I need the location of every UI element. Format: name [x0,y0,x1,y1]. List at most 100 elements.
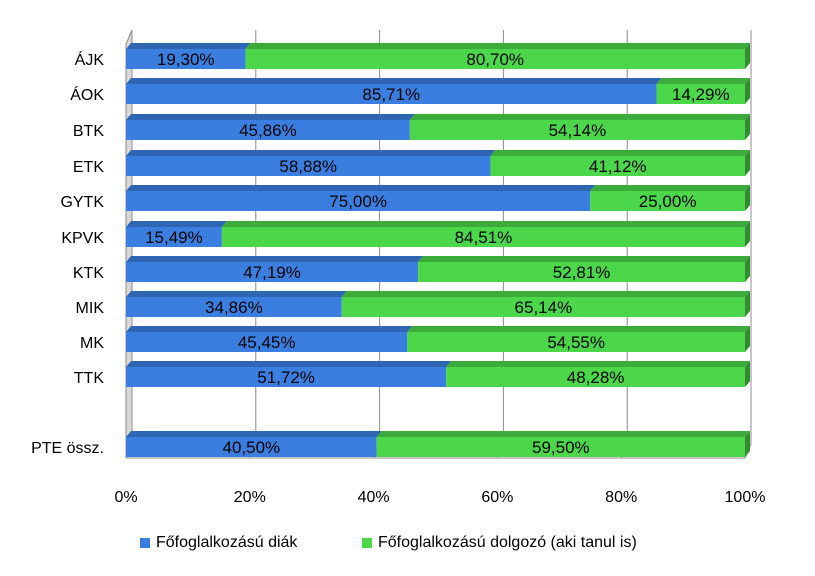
x-tick-label: 20% [234,489,266,506]
bar-top-face [446,361,750,367]
bar-top-face [126,291,347,297]
bar-segment [126,262,419,282]
bar-segment [126,367,447,387]
bar-segment [409,120,745,140]
bar-segment [126,437,377,457]
bar-top-face [341,291,750,297]
bar-end-face [745,114,750,140]
bar-segment [376,437,745,457]
data-label: 54,55% [547,333,605,352]
bar-top-face [126,43,251,49]
x-tick-label: 100% [725,489,766,506]
data-label: 80,70% [466,50,524,69]
bar-top-face [221,221,750,227]
x-tick-label: 80% [605,489,637,506]
bar-top-face [418,256,750,262]
bar-segment [126,297,342,317]
category-label: ETK [73,159,104,176]
data-label: 47,19% [243,263,301,282]
bar-end-face [745,291,750,317]
bar-top-face [126,326,413,332]
bar-segment [126,227,222,247]
bar-segment [126,156,491,176]
bar-end-face [745,78,750,104]
category-label: MIK [76,300,105,317]
category-label: ÁJK [75,50,105,69]
data-label: 34,86% [205,298,263,317]
bar-end-face [745,185,750,211]
data-label: 15,49% [145,228,203,247]
data-label: 52,81% [553,263,611,282]
bar-top-face [656,78,750,84]
bar-segment [341,297,745,317]
data-label: 45,86% [239,121,297,140]
bar-top-face [126,431,382,437]
bar-top-face [126,150,496,156]
legend-swatch-dolgozo [362,538,372,548]
data-label: 48,28% [567,368,625,387]
category-label: KPVK [61,230,104,247]
bar-top-face [126,78,662,84]
x-tick-label: 60% [481,489,513,506]
bar-segment [446,367,745,387]
category-label: PTE össz. [31,440,104,457]
bar-segment [590,191,745,211]
data-label: 58,88% [279,157,337,176]
bar-end-face [745,221,750,247]
category-label: ÁOK [70,85,104,104]
bar-top-face [245,43,751,49]
bar-segment [221,227,745,247]
legend-label-dolgozo: Főfoglalkozású dolgozó (aki tanul is) [378,534,637,551]
legend: Főfoglalkozású diák Főfoglalkozású dolgo… [0,534,815,558]
bar-top-face [407,326,750,332]
bar-segment [126,332,408,352]
data-label: 65,14% [515,298,573,317]
bar-end-face [745,43,750,69]
data-label: 59,50% [532,438,590,457]
bar-end-face [745,150,750,176]
legend-item-dolgozo: Főfoglalkozású dolgozó (aki tanul is) [362,534,637,552]
bar-top-face [126,256,424,262]
category-label: TTK [74,370,105,387]
data-label: 51,72% [257,368,315,387]
category-label: GYTK [60,194,104,211]
data-label: 84,51% [455,228,513,247]
legend-label-diak: Főfoglalkozású diák [156,534,298,551]
bar-segment [126,84,657,104]
x-tick-label: 0% [114,489,137,506]
data-label: 41,12% [589,157,647,176]
bar-segment [126,49,246,69]
bar-segment [490,156,745,176]
bar-top-face [126,114,415,120]
bar-top-face [126,221,227,227]
data-label: 40,50% [223,438,281,457]
bar-end-face [745,431,750,457]
data-label: 45,45% [238,333,296,352]
data-label: 75,00% [329,192,387,211]
bar-end-face [745,256,750,282]
bar-end-face [745,361,750,387]
bar-segment [656,84,745,104]
bar-segment [245,49,746,69]
data-label: 14,29% [672,85,730,104]
data-label: 85,71% [362,85,420,104]
bar-segment [418,262,745,282]
bar-top-face [376,431,750,437]
bar-segment [407,332,745,352]
bar-segment [126,120,410,140]
bar-top-face [126,361,452,367]
bar-top-face [490,150,750,156]
data-label: 25,00% [639,192,697,211]
category-label: MK [80,335,104,352]
legend-item-diak: Főfoglalkozású diák [140,534,297,552]
bar-top-face [409,114,750,120]
legend-swatch-diak [140,538,150,548]
bar-top-face [126,185,596,191]
category-label: BTK [73,123,104,140]
data-label: 54,14% [549,121,607,140]
x-tick-label: 40% [358,489,390,506]
category-label: KTK [73,265,104,282]
bar-segment [126,191,591,211]
bar-top-face [590,185,750,191]
